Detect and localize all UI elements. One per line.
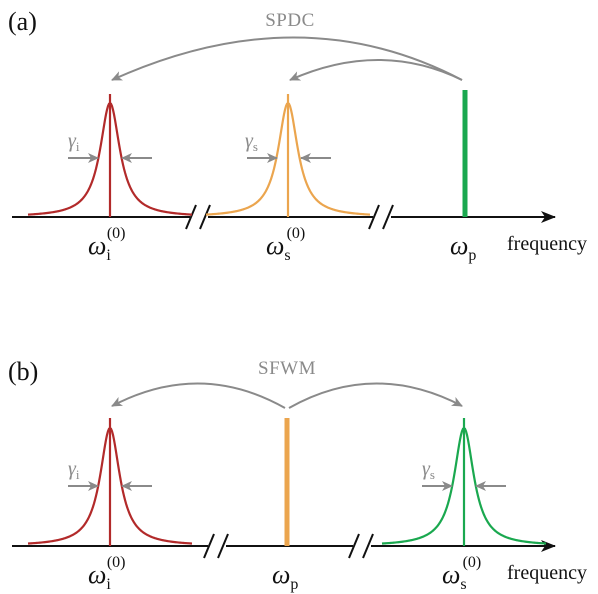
panel-a-axis-break-2-slash-2 <box>382 204 394 230</box>
panel-b-axis-break-2-slash-2 <box>362 533 374 559</box>
panel-a-frequency-label: frequency <box>507 233 587 255</box>
panel-a-process-label: SPDC <box>265 10 315 31</box>
panel-b-gamma-s-label: γs <box>422 458 435 482</box>
panel-b-omega-s-label: ωs(0) <box>442 554 481 593</box>
panel-a-gamma-i-label: γi <box>68 130 80 154</box>
panel-a-axis-break-1-slash-2 <box>199 204 211 230</box>
panel-a-arrow-pump-to-signal <box>289 59 463 81</box>
panel-a-omega-p-label: ωp <box>450 231 476 264</box>
panel-a-axis-break-1-slash-1 <box>185 204 197 230</box>
panel-a-omega-i-label: ωi(0) <box>88 225 125 264</box>
panel-b: (b) SFWM γi γs ωi(0) ωp ωs(0) <box>8 357 587 593</box>
panel-b-omega-i-label: ωi(0) <box>88 554 125 593</box>
panel-a-label: (a) <box>8 7 37 36</box>
panel-a-arrow-pump-to-idler <box>111 36 463 81</box>
panel-a-omega-s-label: ωs(0) <box>266 225 305 264</box>
panel-b-process-label: SFWM <box>258 358 316 379</box>
panel-b-arrow-pump-to-idler <box>111 382 286 409</box>
panel-a: (a) SPDC γi γs ωi(0) ωs(0) ωp <box>8 7 587 264</box>
panel-b-axis-break-2-slash-1 <box>348 533 360 559</box>
panel-a-gamma-s-label: γs <box>245 130 258 154</box>
panel-b-axis-break-1-slash-1 <box>203 533 215 559</box>
panel-b-arrow-pump-to-signal <box>288 382 463 409</box>
panel-b-gamma-i-label: γi <box>68 458 80 482</box>
panel-b-frequency-label: frequency <box>507 562 587 584</box>
panel-b-label: (b) <box>8 357 38 386</box>
panel-b-axis-break-1-slash-2 <box>217 533 229 559</box>
panel-a-axis-break-2-slash-1 <box>368 204 380 230</box>
panel-b-omega-p-label: ωp <box>272 560 298 593</box>
